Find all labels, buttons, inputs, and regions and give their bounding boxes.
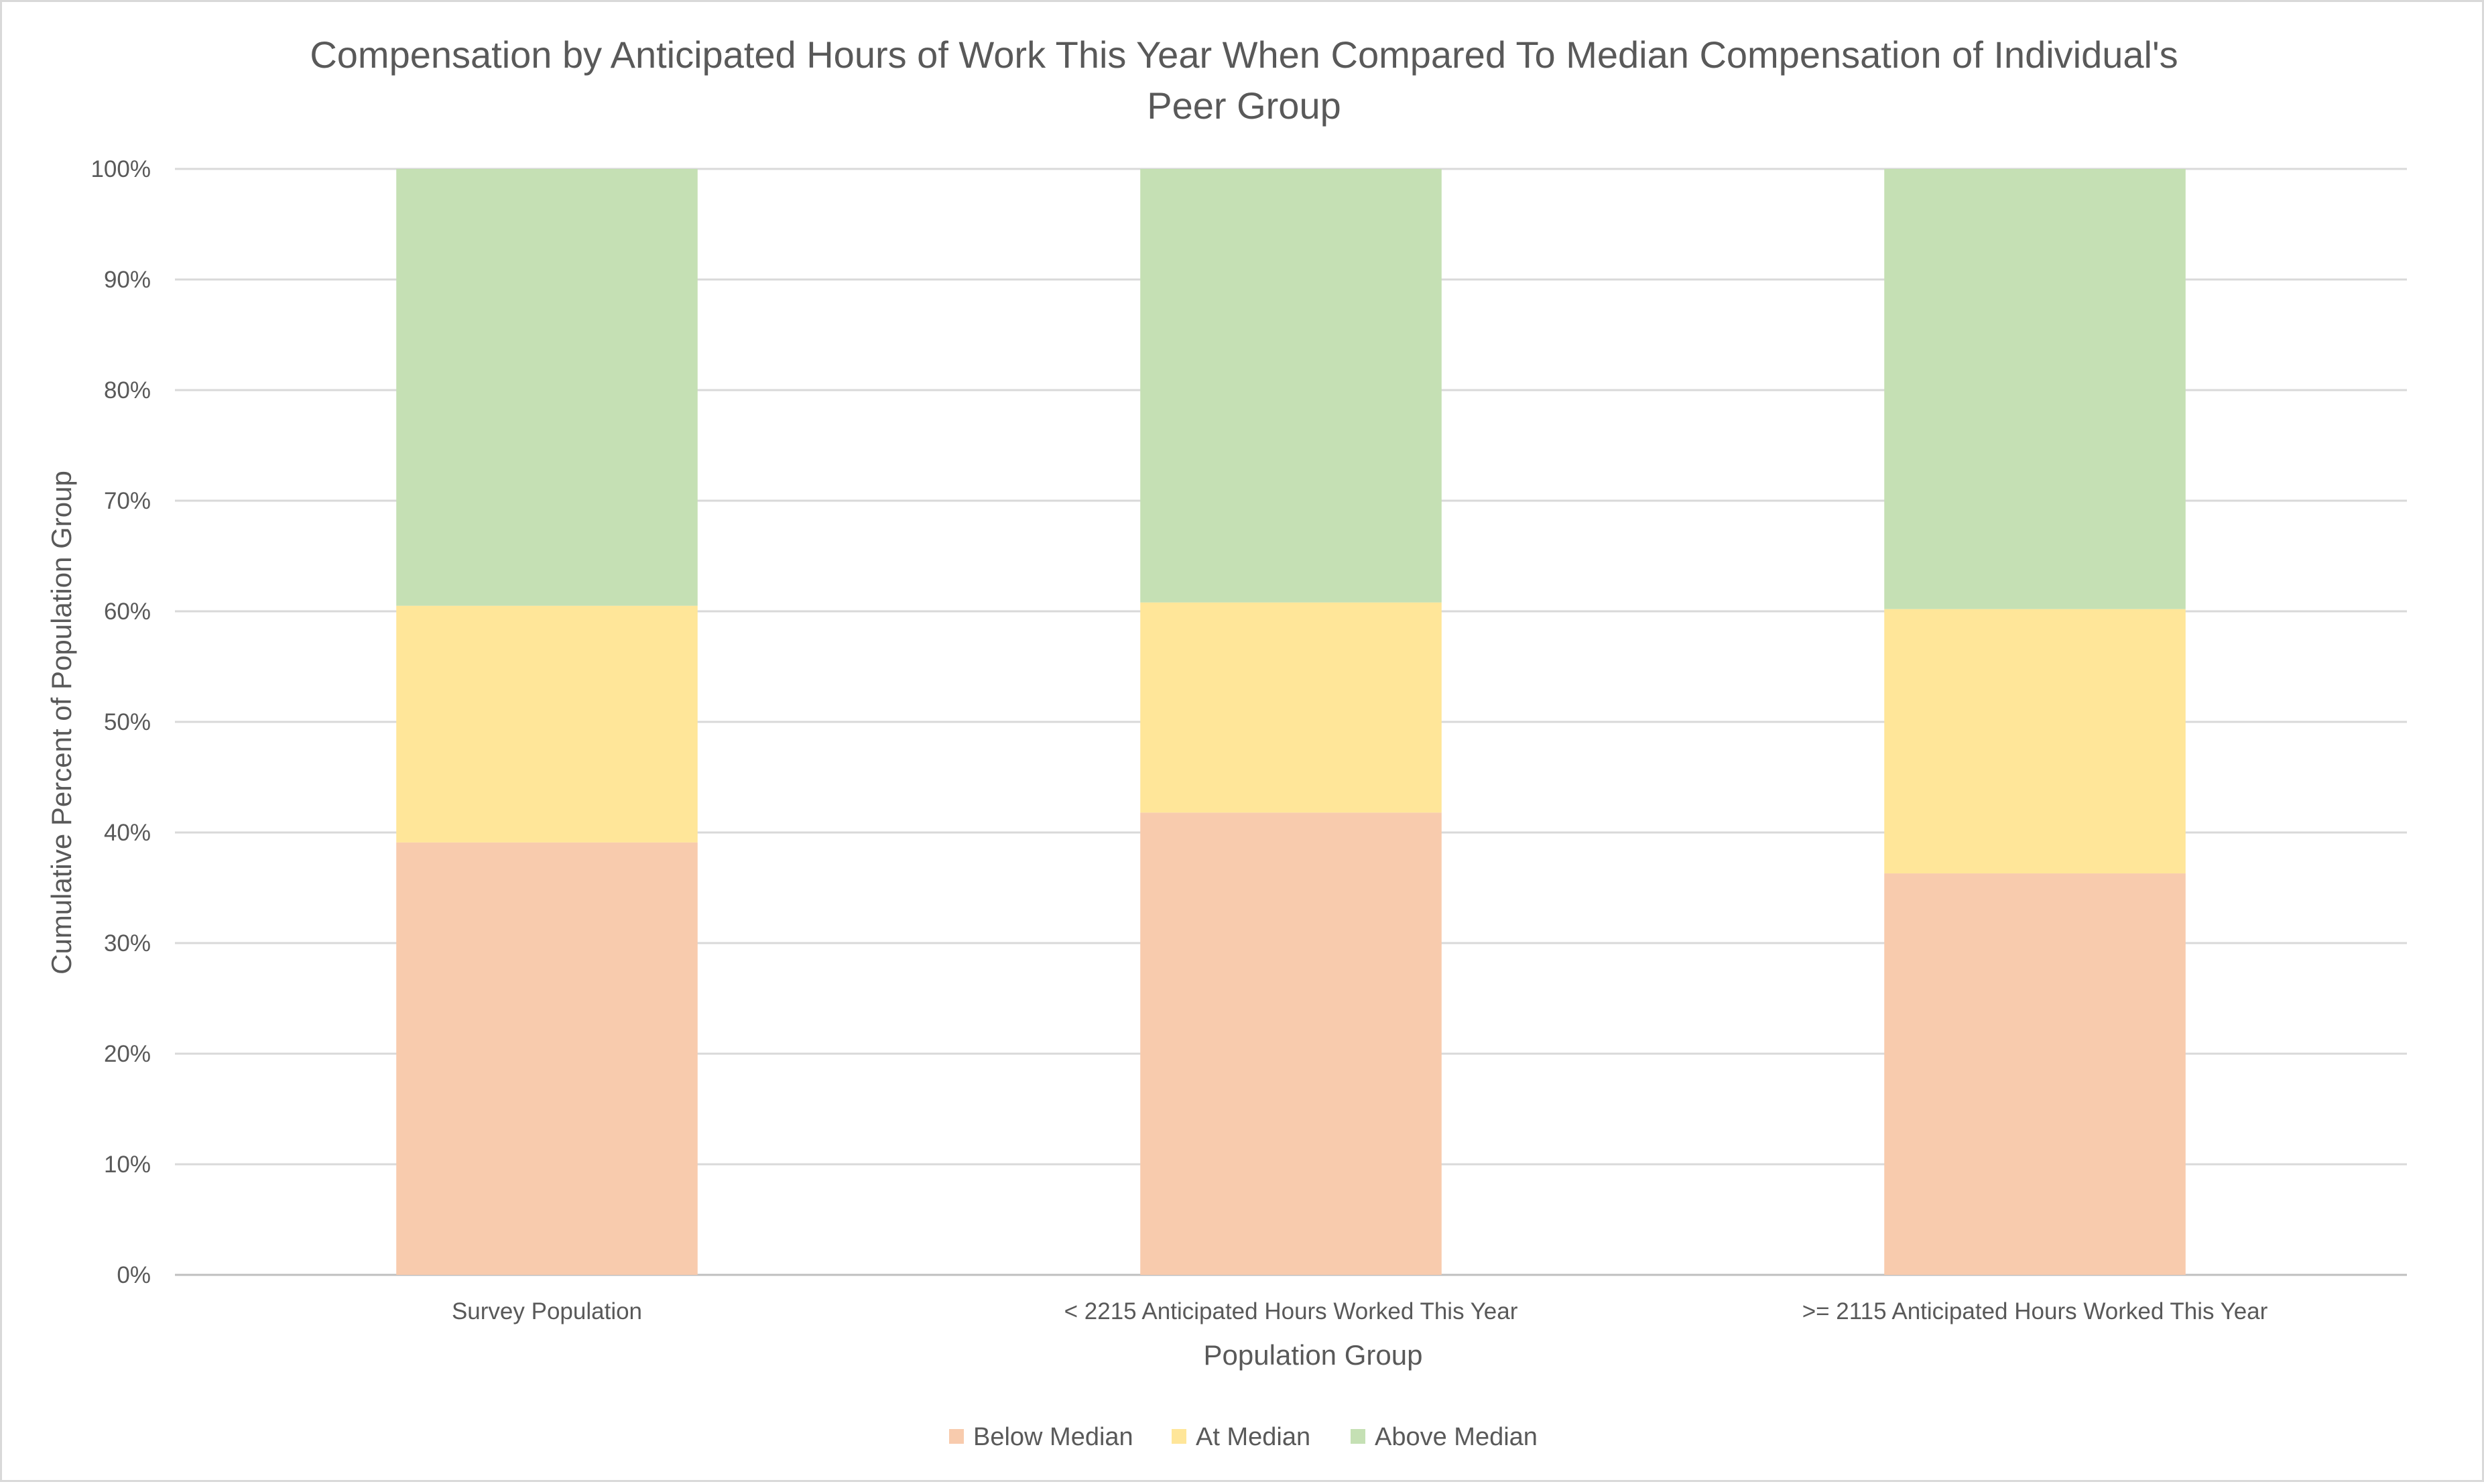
x-tick-label: >= 2115 Anticipated Hours Worked This Ye… bbox=[1802, 1298, 2268, 1324]
legend-swatch bbox=[1351, 1429, 1365, 1444]
bar-segment bbox=[396, 169, 698, 606]
y-tick-label: 60% bbox=[104, 599, 151, 625]
x-tick-label: < 2215 Anticipated Hours Worked This Yea… bbox=[1064, 1298, 1518, 1324]
bar-segment bbox=[1884, 609, 2186, 874]
legend-swatch bbox=[949, 1429, 964, 1444]
y-tick-label: 30% bbox=[104, 930, 151, 956]
x-axis-title: Population Group bbox=[1204, 1339, 1423, 1371]
y-tick-label: 10% bbox=[104, 1152, 151, 1178]
chart-title-line-1: Compensation by Anticipated Hours of Wor… bbox=[310, 34, 2178, 76]
legend-label: Above Median bbox=[1375, 1423, 1538, 1451]
y-tick-label: 70% bbox=[104, 488, 151, 514]
x-axis-ticks: Survey Population < 2215 Anticipated Hour… bbox=[452, 1298, 2268, 1324]
bars bbox=[396, 169, 2186, 1275]
bar-segment bbox=[396, 605, 698, 843]
y-axis-title: Cumulative Percent of Population Group bbox=[46, 471, 77, 975]
legend: Below Median At Median Above Median bbox=[949, 1423, 1538, 1451]
bar-segment bbox=[1140, 812, 1442, 1275]
bar-segment bbox=[1884, 169, 2186, 609]
y-axis-ticks: 0% 10% 20% 30% 40% 50% 60% 70% 80% 90% 100% bbox=[90, 156, 151, 1288]
bar-segment bbox=[1140, 169, 1442, 603]
legend-swatch bbox=[1172, 1429, 1186, 1444]
y-tick-label: 0% bbox=[117, 1262, 151, 1288]
bar-segment bbox=[1884, 873, 2186, 1275]
bar-segment bbox=[396, 842, 698, 1275]
legend-item: Above Median bbox=[1351, 1423, 1538, 1451]
bar-segment bbox=[1140, 602, 1442, 813]
y-tick-label: 100% bbox=[90, 156, 151, 182]
y-tick-label: 90% bbox=[104, 267, 151, 293]
legend-item: At Median bbox=[1172, 1423, 1310, 1451]
y-tick-label: 20% bbox=[104, 1041, 151, 1067]
legend-item: Below Median bbox=[949, 1423, 1133, 1451]
x-tick-label: Survey Population bbox=[452, 1298, 642, 1324]
legend-label: At Median bbox=[1196, 1423, 1310, 1451]
legend-label: Below Median bbox=[973, 1423, 1133, 1451]
y-tick-label: 50% bbox=[104, 709, 151, 735]
y-tick-label: 40% bbox=[104, 820, 151, 846]
chart-title-line-2: Peer Group bbox=[1147, 84, 1341, 127]
y-tick-label: 80% bbox=[104, 377, 151, 404]
